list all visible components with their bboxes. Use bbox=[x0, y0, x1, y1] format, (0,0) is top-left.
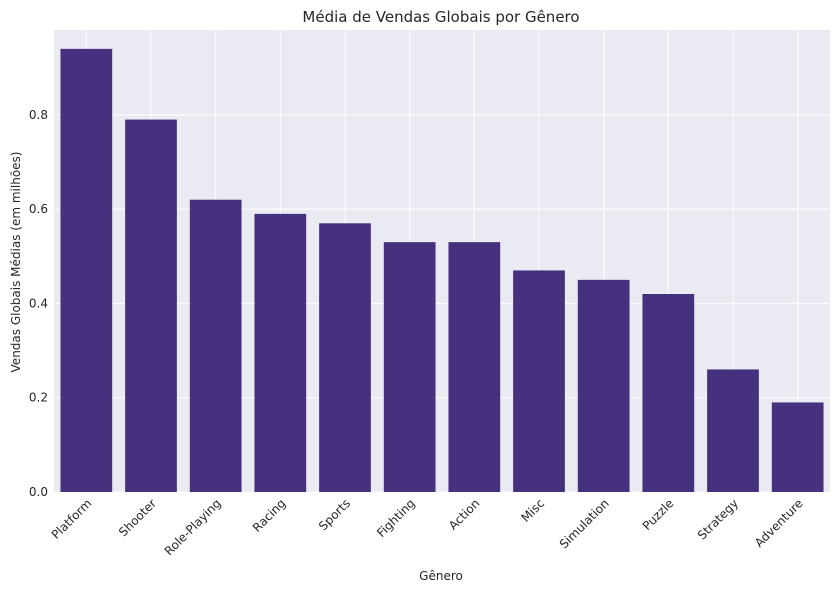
y-tick-label: 0.0 bbox=[29, 485, 48, 499]
x-tick-label: Racing bbox=[250, 496, 289, 535]
bar-racing bbox=[254, 213, 307, 492]
bar-adventure bbox=[771, 402, 824, 492]
x-axis-label: Gênero bbox=[419, 569, 463, 583]
bar-fighting bbox=[383, 242, 436, 492]
y-tick-label: 0.8 bbox=[29, 108, 48, 122]
bar-misc bbox=[513, 270, 565, 492]
bar-shooter bbox=[125, 119, 177, 493]
bar-strategy bbox=[707, 369, 759, 492]
x-tick-label: Misc bbox=[518, 496, 547, 525]
y-axis-ticks: 0.0 0.2 0.4 0.6 0.8 bbox=[29, 108, 48, 499]
bars bbox=[60, 48, 824, 493]
bar-sports bbox=[319, 223, 371, 493]
y-tick-label: 0.6 bbox=[29, 202, 48, 216]
plot-area bbox=[54, 30, 830, 492]
bar-role-playing bbox=[189, 199, 242, 492]
x-tick-label: Fighting bbox=[374, 496, 418, 540]
x-tick-label: Platform bbox=[49, 496, 95, 542]
x-tick-label: Puzzle bbox=[640, 496, 677, 533]
chart-title: Média de Vendas Globais por Gênero bbox=[302, 8, 579, 26]
x-tick-label: Sports bbox=[316, 496, 353, 533]
bar-action bbox=[448, 242, 501, 492]
x-tick-label: Role-Playing bbox=[162, 496, 224, 558]
x-tick-label: Action bbox=[446, 496, 482, 532]
y-tick-label: 0.4 bbox=[29, 296, 48, 310]
bar-puzzle bbox=[642, 294, 695, 492]
y-axis-label: Vendas Globais Médias (em milhões) bbox=[9, 152, 23, 373]
x-axis-ticks: Platform Shooter Role-Playing Racing Sports F… bbox=[49, 496, 806, 558]
x-tick-label: Simulation bbox=[557, 496, 612, 551]
x-tick-label: Shooter bbox=[116, 496, 159, 539]
x-tick-label: Strategy bbox=[695, 496, 741, 542]
bar-simulation bbox=[577, 279, 630, 492]
x-tick-label: Adventure bbox=[752, 496, 806, 550]
bar-platform bbox=[60, 48, 113, 492]
y-tick-label: 0.2 bbox=[29, 391, 48, 405]
